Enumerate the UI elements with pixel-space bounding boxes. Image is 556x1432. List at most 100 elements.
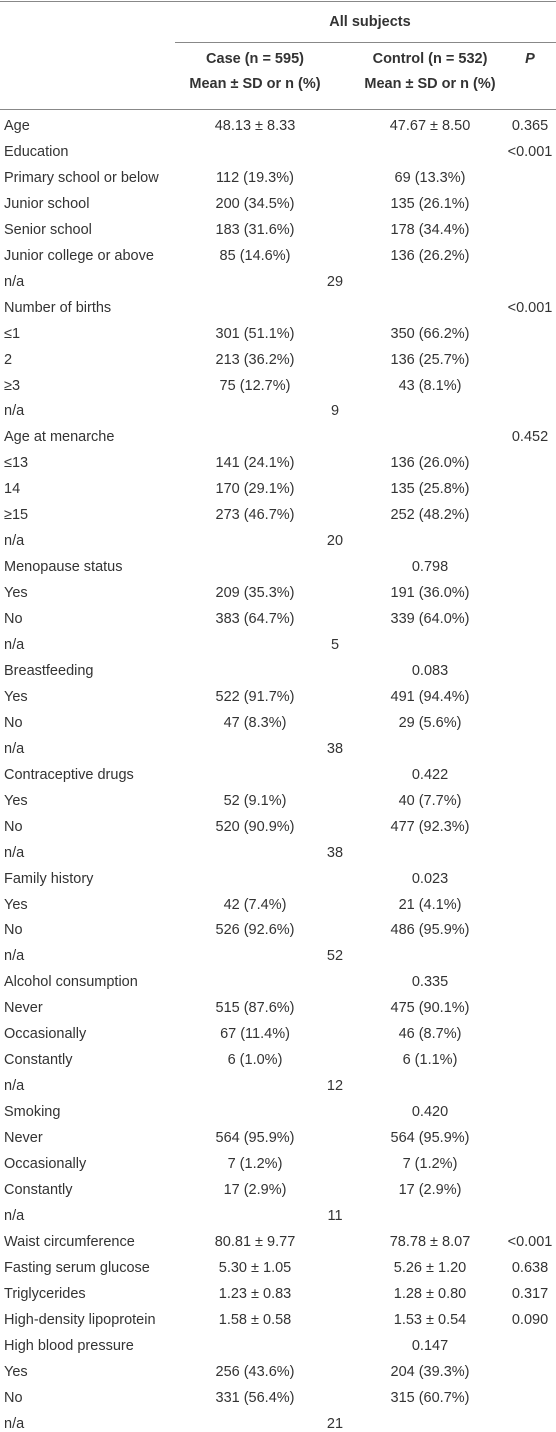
cell-total: 38 bbox=[326, 844, 344, 861]
cell-control: 486 (95.9%) bbox=[390, 922, 470, 939]
cell-total: 20 bbox=[326, 532, 344, 549]
cell-control: 339 (64.0%) bbox=[390, 610, 470, 627]
cell-case: 80.81 ± 9.77 bbox=[214, 1233, 296, 1250]
row-label: ≥3 bbox=[4, 377, 21, 394]
row-label: Senior school bbox=[4, 221, 92, 238]
row-label: Education bbox=[4, 143, 69, 160]
row-label: Alcohol consumption bbox=[4, 974, 138, 991]
cell-control: 475 (90.1%) bbox=[390, 1000, 470, 1017]
row-label: Number of births bbox=[4, 299, 112, 316]
cell-control: 136 (26.0%) bbox=[390, 455, 470, 472]
cell-case: 47 (8.3%) bbox=[223, 714, 287, 731]
row-label: Yes bbox=[4, 584, 28, 601]
group-rule bbox=[175, 42, 556, 43]
cell-case: 112 (19.3%) bbox=[216, 169, 294, 186]
cell-control: 0.335 bbox=[411, 974, 449, 991]
cell-case: 515 (87.6%) bbox=[215, 1000, 295, 1017]
cell-control: 135 (26.1%) bbox=[390, 195, 470, 212]
row-label: 14 bbox=[4, 481, 21, 498]
cell-total: 52 bbox=[326, 948, 344, 965]
cell-control: 0.420 bbox=[411, 1103, 449, 1120]
cell-case: 256 (43.6%) bbox=[215, 1363, 295, 1380]
row-label: Family history bbox=[4, 870, 94, 887]
cell-control: 491 (94.4%) bbox=[390, 688, 470, 705]
cell-p: 0.452 bbox=[511, 429, 549, 446]
cell-case: 522 (91.7%) bbox=[215, 688, 295, 705]
row-label: ≥15 bbox=[4, 507, 29, 523]
cell-control: 564 (95.9%) bbox=[390, 1129, 470, 1146]
cell-case: 7 (1.2%) bbox=[227, 1155, 283, 1172]
cell-case: 301 (51.1%) bbox=[215, 325, 295, 342]
cell-case: 526 (92.6%) bbox=[215, 922, 295, 939]
column-header: Control (n = 532) bbox=[372, 50, 488, 67]
cell-control: 0.023 bbox=[411, 870, 449, 887]
cell-case: 209 (35.3%) bbox=[215, 584, 295, 601]
row-label: Breastfeeding bbox=[4, 662, 94, 679]
cell-control: 43 (8.1%) bbox=[398, 377, 462, 394]
row-label: n/a bbox=[4, 1415, 25, 1432]
cell-case: 5.30 ± 1.05 bbox=[218, 1259, 292, 1276]
row-label: Age bbox=[4, 117, 30, 134]
cell-control: 1.28 ± 0.80 bbox=[393, 1285, 467, 1302]
row-label: n/a bbox=[4, 636, 25, 653]
cell-control: 5.26 ± 1.20 bbox=[393, 1259, 467, 1276]
cell-control: 0.422 bbox=[411, 766, 449, 783]
row-label: Yes bbox=[4, 896, 28, 913]
cell-control: 252 (48.2%) bbox=[390, 507, 470, 523]
row-label: Occasionally bbox=[4, 1026, 87, 1042]
row-label: ≤1 bbox=[4, 325, 21, 342]
cell-total: 5 bbox=[330, 636, 340, 653]
row-label: n/a bbox=[4, 1077, 25, 1094]
column-subheader: Mean ± SD or n (%) bbox=[189, 75, 321, 92]
row-label: Primary school or below bbox=[4, 169, 159, 186]
cell-p: <0.001 bbox=[507, 1233, 553, 1250]
cell-control: 0.083 bbox=[411, 662, 449, 679]
row-label: Waist circumference bbox=[4, 1233, 135, 1250]
cell-p: 0.365 bbox=[511, 117, 549, 134]
cell-control: 191 (36.0%) bbox=[390, 584, 470, 601]
cell-case: 48.13 ± 8.33 bbox=[214, 117, 296, 134]
cell-control: 21 (4.1%) bbox=[398, 896, 462, 913]
row-label: No bbox=[4, 1389, 23, 1406]
cell-case: 331 (56.4%) bbox=[215, 1389, 295, 1406]
cell-control: 135 (25.8%) bbox=[390, 481, 470, 498]
cell-control: 7 (1.2%) bbox=[402, 1155, 458, 1172]
cell-total: 12 bbox=[326, 1077, 344, 1094]
row-label: n/a bbox=[4, 403, 25, 420]
row-label: Constantly bbox=[4, 1181, 73, 1198]
cell-case: 383 (64.7%) bbox=[215, 610, 295, 627]
row-label: No bbox=[4, 922, 23, 939]
top-rule bbox=[0, 1, 556, 2]
cell-p: 0.638 bbox=[511, 1259, 549, 1276]
cell-control: 1.53 ± 0.54 bbox=[393, 1311, 467, 1328]
row-label: Junior school bbox=[4, 195, 90, 212]
cell-total: 29 bbox=[326, 273, 344, 290]
cell-control: 69 (13.3%) bbox=[394, 169, 466, 186]
row-label: n/a bbox=[4, 273, 25, 290]
row-label: n/a bbox=[4, 532, 25, 549]
column-header: Case (n = 595) bbox=[206, 50, 304, 67]
row-label: Contraceptive drugs bbox=[4, 766, 134, 783]
cell-p: 0.090 bbox=[511, 1311, 549, 1328]
cell-case: 75 (12.7%) bbox=[219, 377, 291, 394]
row-label: Fasting serum glucose bbox=[4, 1259, 150, 1276]
cell-control: 6 (1.1%) bbox=[402, 1051, 458, 1068]
row-label: Never bbox=[4, 1000, 43, 1017]
cell-case: 52 (9.1%) bbox=[223, 792, 287, 809]
row-label: Smoking bbox=[4, 1103, 61, 1120]
cell-total: 21 bbox=[326, 1415, 344, 1432]
row-label: Occasionally bbox=[4, 1155, 87, 1172]
cell-case: 1.23 ± 0.83 bbox=[218, 1285, 292, 1302]
cell-control: 47.67 ± 8.50 bbox=[389, 117, 471, 134]
row-label: Yes bbox=[4, 792, 28, 809]
row-label: Age at menarche bbox=[4, 429, 115, 446]
cell-case: 183 (31.6%) bbox=[215, 221, 295, 238]
row-label: High blood pressure bbox=[4, 1337, 134, 1354]
group-header: All subjects bbox=[329, 13, 411, 30]
column-subheader: Mean ± SD or n (%) bbox=[364, 75, 496, 92]
row-label: n/a bbox=[4, 948, 25, 965]
cell-case: 1.58 ± 0.58 bbox=[218, 1311, 292, 1328]
row-label: Never bbox=[4, 1129, 43, 1146]
cell-control: 0.147 bbox=[411, 1337, 449, 1354]
row-label: Yes bbox=[4, 1363, 28, 1380]
